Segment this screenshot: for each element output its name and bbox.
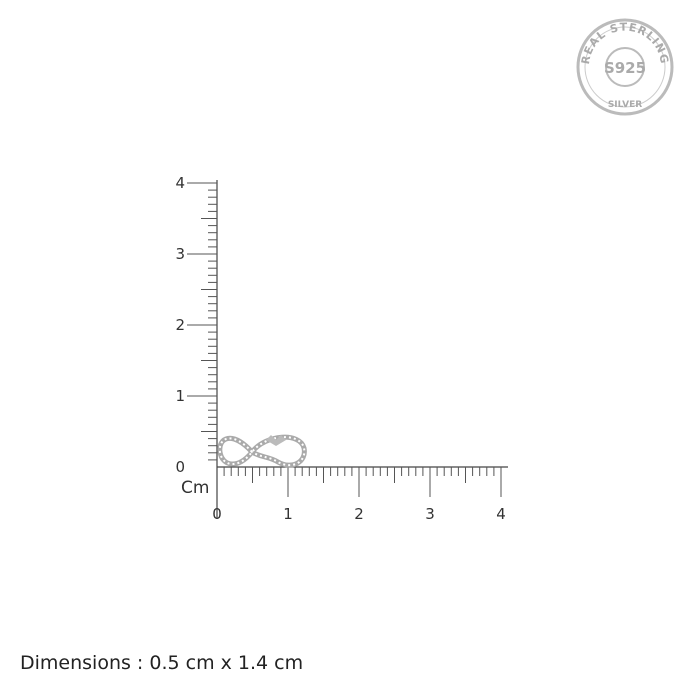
infinity-earring-image <box>217 434 307 468</box>
x-tick-label: 0 <box>212 505 222 523</box>
x-tick-label: 1 <box>283 505 293 523</box>
ruler-axes: 0 1 2 3 4 0 1 2 3 4 <box>175 174 508 523</box>
seal-center-text: S925 <box>604 59 646 77</box>
x-tick-label: 3 <box>425 505 435 523</box>
y-tick-label: 2 <box>175 316 185 334</box>
seal-bottom-text: SILVER <box>608 100 642 110</box>
y-tick-label: 0 <box>175 458 185 476</box>
unit-label: Cm <box>181 478 210 498</box>
x-tick-label: 4 <box>496 505 506 523</box>
dimensions-caption: Dimensions : 0.5 cm x 1.4 cm <box>20 652 304 674</box>
y-tick-label: 1 <box>175 387 185 405</box>
y-tick-label: 3 <box>175 245 185 263</box>
sterling-silver-seal: REAL STERLING S925 SILVER <box>576 18 674 116</box>
x-tick-label: 2 <box>354 505 364 523</box>
y-tick-label: 4 <box>175 174 185 192</box>
